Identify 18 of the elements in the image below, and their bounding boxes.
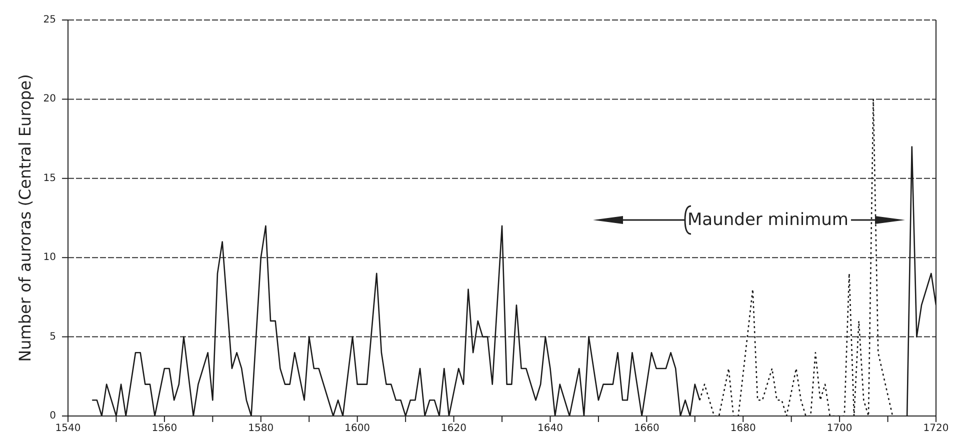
x-tick-label: 1560 — [152, 423, 178, 434]
y-tick-label: 5 — [50, 331, 56, 342]
x-tick-label: 1600 — [344, 423, 370, 434]
x-tick-label: 1700 — [826, 423, 852, 434]
y-tick-label: 20 — [43, 94, 56, 105]
x-tick-label: 1720 — [923, 423, 949, 434]
y-tick-label: 15 — [43, 172, 56, 184]
y-tick-label: 25 — [43, 14, 56, 26]
annotation: Maunder minimum — [688, 210, 848, 230]
x-tick-label: 1620 — [441, 423, 467, 434]
x-tick-label: 1540 — [55, 423, 81, 434]
y-tick-label: 10 — [43, 252, 56, 264]
x-tick-label: 1640 — [537, 423, 563, 434]
y-axis-title: Number of auroras (Central Europe) — [16, 74, 35, 362]
y-tick-label: 0 — [50, 410, 56, 422]
x-tick-label: 1680 — [730, 423, 756, 434]
x-tick-label: 1660 — [634, 423, 660, 434]
x-tick-label: 1580 — [248, 423, 274, 434]
